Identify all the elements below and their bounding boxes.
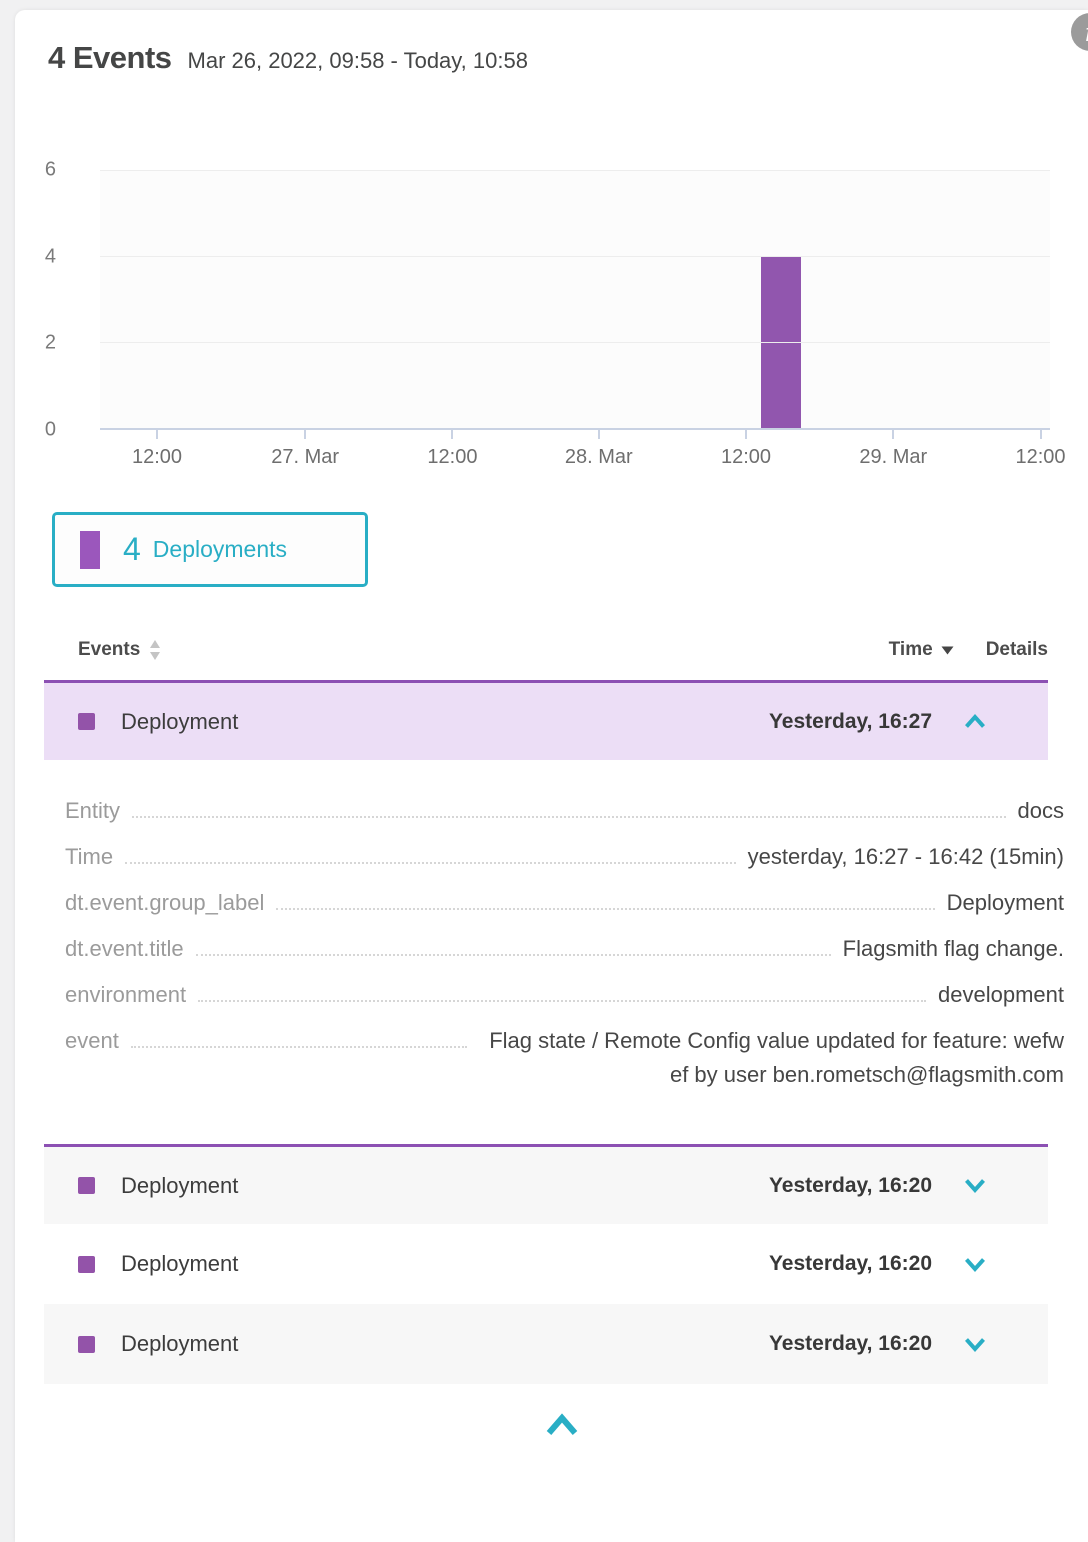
event-details-panel: Entity docs Time yesterday, 16:27 - 16:4… bbox=[65, 760, 1064, 1144]
expand-row-button[interactable] bbox=[932, 1337, 1048, 1352]
detail-row: event Flag state / Remote Config value u… bbox=[65, 1024, 1064, 1092]
chevron-up-icon bbox=[965, 714, 985, 728]
detail-label: dt.event.group_label bbox=[65, 890, 265, 915]
y-axis-tick-label: 0 bbox=[44, 418, 56, 441]
collapse-panel-button[interactable] bbox=[542, 1410, 582, 1440]
x-axis-tick bbox=[304, 430, 307, 439]
x-axis-tick-label: 12:00 bbox=[1015, 446, 1066, 468]
x-axis-tick-label: 12:00 bbox=[720, 446, 772, 468]
events-table: Events Time Details Deployment Yesterday… bbox=[44, 620, 1064, 1440]
chart-y-axis: 0 2 4 6 bbox=[38, 159, 78, 441]
event-time: Yesterday, 16:20 bbox=[768, 1332, 932, 1355]
x-axis-tick bbox=[597, 430, 600, 439]
table-header-row: Events Time Details bbox=[44, 620, 1048, 680]
event-time: Yesterday, 16:27 bbox=[768, 709, 932, 733]
deployment-bullet-icon bbox=[78, 1255, 95, 1273]
chart-plot-area bbox=[100, 170, 1050, 430]
event-row[interactable]: Deployment Yesterday, 16:20 bbox=[44, 1144, 1048, 1224]
detail-label: event bbox=[65, 1028, 119, 1053]
detail-value: Deployment bbox=[946, 890, 1064, 915]
deployments-swatch-icon bbox=[80, 530, 100, 569]
column-header-time[interactable]: Time bbox=[889, 639, 954, 661]
detail-label: environment bbox=[65, 982, 187, 1007]
gridline bbox=[100, 256, 1050, 257]
chevron-down-icon bbox=[965, 1337, 985, 1352]
collapse-row-button[interactable] bbox=[932, 714, 1048, 729]
event-type-label: Deployment bbox=[121, 708, 239, 734]
event-type-label: Deployment bbox=[121, 1331, 239, 1356]
time-column-label: Time bbox=[888, 639, 933, 660]
events-bar-chart: 0 2 4 6 12:00 27. Mar 12:00 28. Mar 12:00 29. Ma… bbox=[45, 159, 1066, 476]
sort-icon bbox=[150, 640, 161, 660]
chevron-up-icon bbox=[546, 1413, 578, 1435]
x-axis-tick bbox=[745, 430, 747, 439]
dotted-leader bbox=[125, 840, 736, 864]
legend-count: 4 bbox=[123, 531, 141, 567]
y-axis-tick-label: 6 bbox=[44, 158, 56, 181]
x-axis-tick bbox=[156, 430, 158, 439]
x-axis-tick bbox=[1039, 430, 1042, 439]
dotted-leader bbox=[130, 1024, 467, 1048]
chart-x-axis: 12:00 27. Mar 12:00 28. Mar 12:00 29. Mar 12:0… bbox=[100, 430, 1066, 476]
y-axis-tick-label: 4 bbox=[44, 245, 56, 268]
detail-value: Flagsmith flag change. bbox=[842, 936, 1064, 961]
gridline bbox=[100, 342, 1050, 343]
column-header-details: Details bbox=[985, 639, 1048, 660]
x-axis-tick-label: 29. Mar bbox=[859, 446, 928, 468]
info-glyph: i bbox=[1085, 18, 1088, 47]
event-row[interactable]: Deployment Yesterday, 16:20 bbox=[44, 1224, 1048, 1304]
deployment-bullet-icon bbox=[78, 713, 95, 730]
deployment-bullet-icon bbox=[78, 1335, 95, 1353]
event-row-expanded[interactable]: Deployment Yesterday, 16:27 bbox=[44, 680, 1048, 760]
detail-row: Time yesterday, 16:27 - 16:42 (15min) bbox=[65, 840, 1064, 874]
page-title: 4 Events bbox=[48, 40, 172, 75]
legend-label: Deployments bbox=[152, 536, 288, 562]
x-axis-tick-label: 12:00 bbox=[131, 446, 183, 468]
detail-value: yesterday, 16:27 - 16:42 (15min) bbox=[747, 844, 1064, 869]
y-axis-tick-label: 2 bbox=[44, 331, 56, 354]
detail-value: Flag state / Remote Config value updated… bbox=[489, 1028, 1064, 1087]
detail-row: dt.event.title Flagsmith flag change. bbox=[65, 932, 1064, 966]
gridline bbox=[100, 170, 1050, 171]
x-axis-tick-label: 28. Mar bbox=[564, 446, 633, 468]
events-panel-card: 4 Events Mar 26, 2022, 09:58 - Today, 10… bbox=[15, 10, 1088, 1542]
detail-label: Time bbox=[65, 844, 114, 869]
event-time: Yesterday, 16:20 bbox=[768, 1252, 932, 1275]
event-row[interactable]: Deployment Yesterday, 16:20 bbox=[44, 1304, 1048, 1384]
dotted-leader bbox=[132, 794, 1006, 818]
detail-row: Entity docs bbox=[65, 794, 1064, 828]
info-icon[interactable]: i bbox=[1071, 13, 1088, 51]
x-axis-tick bbox=[892, 430, 895, 439]
event-type-label: Deployment bbox=[121, 1251, 239, 1276]
detail-value: development bbox=[938, 982, 1064, 1007]
dotted-leader bbox=[198, 978, 927, 1002]
caret-down-icon bbox=[941, 646, 954, 654]
detail-row: environment development bbox=[65, 978, 1064, 1012]
detail-value: docs bbox=[1017, 798, 1064, 823]
dotted-leader bbox=[195, 932, 831, 956]
column-header-events[interactable]: Events bbox=[78, 639, 161, 661]
chevron-down-icon bbox=[965, 1257, 985, 1272]
date-range-label: Mar 26, 2022, 09:58 - Today, 10:58 bbox=[187, 48, 528, 73]
panel-header: 4 Events Mar 26, 2022, 09:58 - Today, 10… bbox=[48, 40, 528, 76]
dotted-leader bbox=[276, 886, 935, 910]
x-axis-tick-label: 27. Mar bbox=[271, 446, 340, 468]
event-time: Yesterday, 16:20 bbox=[768, 1173, 932, 1197]
events-column-label: Events bbox=[78, 639, 141, 660]
chevron-down-icon bbox=[965, 1179, 985, 1193]
detail-row: dt.event.group_label Deployment bbox=[65, 886, 1064, 920]
expand-row-button[interactable] bbox=[932, 1178, 1048, 1193]
legend-deployments-button[interactable]: 4 Deployments bbox=[52, 512, 368, 587]
expand-row-button[interactable] bbox=[932, 1257, 1048, 1272]
detail-label: Entity bbox=[65, 798, 121, 823]
x-axis-tick bbox=[451, 430, 454, 439]
event-type-label: Deployment bbox=[121, 1172, 239, 1198]
x-axis-tick-label: 12:00 bbox=[427, 446, 478, 468]
detail-label: dt.event.title bbox=[65, 936, 184, 961]
deployment-bullet-icon bbox=[78, 1177, 95, 1194]
